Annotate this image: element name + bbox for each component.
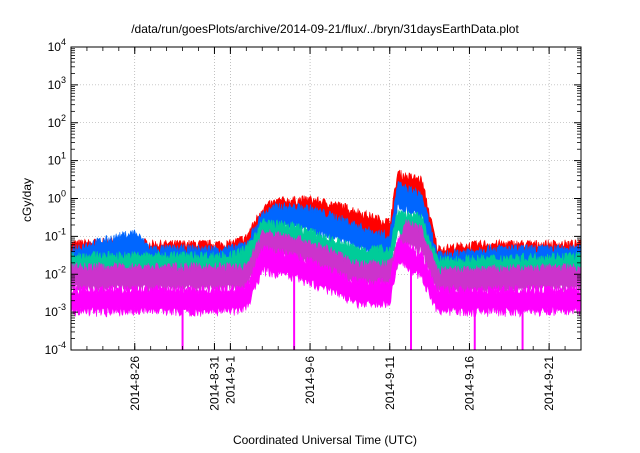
y-tick-label: 10-2 <box>45 264 66 281</box>
y-tick-base: 10 <box>45 305 59 319</box>
y-axis-label: cGy/day <box>20 178 34 222</box>
y-tick-base: 10 <box>45 267 59 281</box>
y-tick-label: 10-3 <box>45 302 66 319</box>
x-axis-label: Coordinated Universal Time (UTC) <box>233 433 417 447</box>
x-tick-label: 2014-9-16 <box>462 356 476 411</box>
y-tick-base: 10 <box>45 229 59 243</box>
y-tick-label: 101 <box>48 151 66 168</box>
y-tick-label: 10-1 <box>45 226 66 243</box>
x-tick-label: 2014-9-11 <box>383 356 397 410</box>
y-tick-exponent: 3 <box>61 75 66 85</box>
y-tick-exponent: -3 <box>58 302 66 312</box>
y-tick-label: 103 <box>48 75 66 92</box>
y-tick-label: 100 <box>48 189 66 206</box>
y-tick-base: 10 <box>48 78 62 92</box>
chart-title: /data/run/goesPlots/archive/2014-09-21/f… <box>131 22 519 36</box>
x-tick-label: 2014-9-6 <box>303 356 317 404</box>
y-tick-label: 10-4 <box>45 340 66 357</box>
y-tick-exponent: -2 <box>58 264 66 274</box>
x-tick-label: 2014-9-21 <box>542 356 556 411</box>
plot-frame <box>70 46 582 351</box>
y-tick-base: 10 <box>48 154 62 168</box>
x-tick-label: 2014-8-31 <box>207 356 221 411</box>
y-tick-base: 10 <box>48 116 62 130</box>
y-tick-exponent: 4 <box>61 37 66 47</box>
y-tick-base: 10 <box>48 40 62 54</box>
y-tick-label: 104 <box>48 37 66 54</box>
y-tick-label: 102 <box>48 113 66 130</box>
series-group <box>70 169 582 350</box>
y-tick-exponent: 2 <box>61 113 66 123</box>
y-tick-exponent: 0 <box>61 189 66 199</box>
y-tick-base: 10 <box>45 343 59 357</box>
y-tick-exponent: -4 <box>58 340 66 350</box>
x-tick-label: 2014-8-26 <box>128 356 142 411</box>
y-tick-exponent: -1 <box>58 226 66 236</box>
y-tick-exponent: 1 <box>61 151 66 161</box>
x-tick-label: 2014-9-1 <box>223 356 237 404</box>
y-tick-base: 10 <box>48 192 62 206</box>
